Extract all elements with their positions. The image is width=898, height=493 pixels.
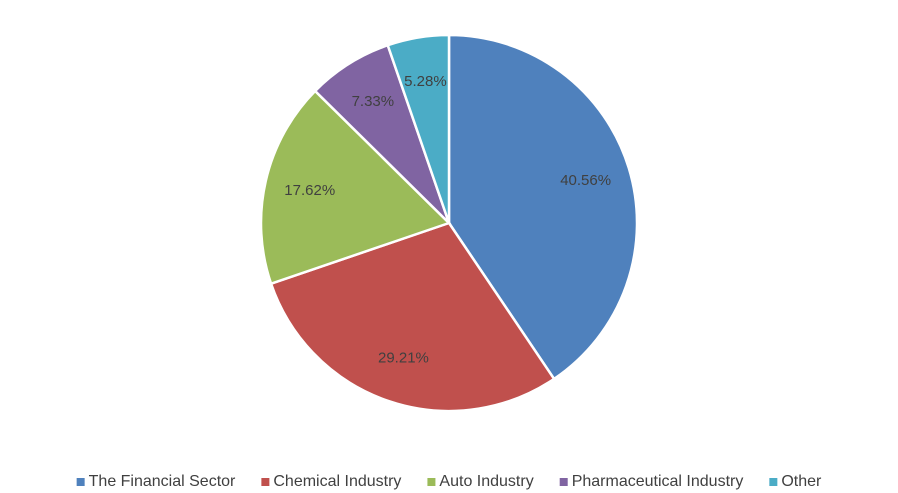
data-label: 7.33% <box>352 93 395 110</box>
legend-label: Auto Industry <box>439 473 533 490</box>
legend-swatch <box>559 478 568 486</box>
legend-label: Chemical Industry <box>273 473 401 490</box>
data-label: 29.21% <box>378 349 429 366</box>
data-label: 5.28% <box>404 73 447 90</box>
legend-label: The Financial Sector <box>89 473 236 490</box>
legend: The Financial Sector Chemical Industry Aut… <box>76 473 822 490</box>
legend-swatch <box>769 478 778 486</box>
data-label: 17.62% <box>284 182 335 199</box>
pie-slice <box>269 221 556 413</box>
pie-slice <box>447 33 639 381</box>
legend-label: Pharmaceutical Industry <box>572 473 744 490</box>
legend-swatch <box>76 478 85 486</box>
pie-slice <box>386 33 451 224</box>
legend-swatch <box>427 478 436 486</box>
pie-slice <box>259 89 452 286</box>
legend-label: Other <box>781 473 822 490</box>
legend-swatch <box>261 478 270 486</box>
data-label: 40.56% <box>560 172 611 189</box>
